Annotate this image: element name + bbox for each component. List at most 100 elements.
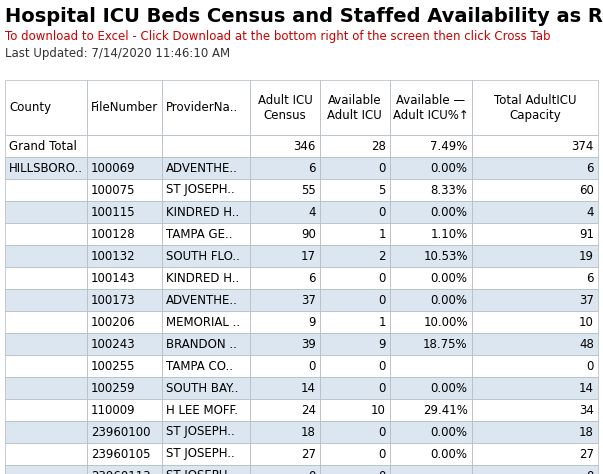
Bar	[5, 289, 87, 311]
Bar	[162, 135, 250, 157]
Bar	[390, 179, 472, 201]
Bar	[5, 267, 87, 289]
Text: 0.00%: 0.00%	[431, 382, 468, 394]
Text: 0.00%: 0.00%	[431, 162, 468, 174]
Text: 100069: 100069	[91, 162, 136, 174]
Bar	[472, 443, 598, 465]
Bar	[320, 201, 390, 223]
Text: ST JOSEPH..: ST JOSEPH..	[166, 470, 235, 474]
Bar	[5, 377, 87, 399]
Text: Total AdultICU
Capacity: Total AdultICU Capacity	[494, 93, 576, 121]
Bar	[162, 157, 250, 179]
Text: ProviderNa..: ProviderNa..	[166, 101, 238, 114]
Bar	[87, 223, 162, 245]
Bar	[87, 333, 162, 355]
Text: 7.49%: 7.49%	[431, 139, 468, 153]
Text: 0.00%: 0.00%	[431, 206, 468, 219]
Bar	[472, 80, 598, 135]
Bar	[5, 399, 87, 421]
Text: 100255: 100255	[91, 359, 135, 373]
Text: 0: 0	[309, 359, 316, 373]
Text: 6: 6	[587, 272, 594, 284]
Text: ST JOSEPH..: ST JOSEPH..	[166, 183, 235, 197]
Bar	[5, 223, 87, 245]
Bar	[472, 421, 598, 443]
Bar	[320, 355, 390, 377]
Bar	[320, 179, 390, 201]
Bar	[250, 223, 320, 245]
Bar	[162, 377, 250, 399]
Bar	[472, 267, 598, 289]
Bar	[390, 377, 472, 399]
Bar	[320, 245, 390, 267]
Bar	[390, 465, 472, 474]
Text: 0: 0	[379, 470, 386, 474]
Bar	[320, 267, 390, 289]
Bar	[87, 245, 162, 267]
Text: 14: 14	[301, 382, 316, 394]
Bar	[320, 80, 390, 135]
Text: Adult ICU
Census: Adult ICU Census	[257, 93, 312, 121]
Text: HILLSBORO..: HILLSBORO..	[9, 162, 83, 174]
Text: MEMORIAL ..: MEMORIAL ..	[166, 316, 240, 328]
Text: 9: 9	[378, 337, 386, 350]
Bar	[250, 399, 320, 421]
Text: ST JOSEPH..: ST JOSEPH..	[166, 447, 235, 461]
Bar	[250, 135, 320, 157]
Bar	[472, 289, 598, 311]
Text: 100206: 100206	[91, 316, 136, 328]
Bar	[87, 179, 162, 201]
Text: 6: 6	[308, 162, 316, 174]
Bar	[250, 355, 320, 377]
Text: Grand Total: Grand Total	[9, 139, 77, 153]
Bar	[87, 289, 162, 311]
Text: 0: 0	[379, 359, 386, 373]
Text: 18: 18	[579, 426, 594, 438]
Bar	[162, 421, 250, 443]
Text: 100243: 100243	[91, 337, 136, 350]
Bar	[472, 201, 598, 223]
Bar	[250, 333, 320, 355]
Bar	[162, 179, 250, 201]
Bar	[87, 135, 162, 157]
Text: 18.75%: 18.75%	[423, 337, 468, 350]
Text: 0.00%: 0.00%	[431, 272, 468, 284]
Text: 48: 48	[579, 337, 594, 350]
Bar	[5, 421, 87, 443]
Bar	[5, 443, 87, 465]
Text: TAMPA CO..: TAMPA CO..	[166, 359, 233, 373]
Bar	[87, 311, 162, 333]
Bar	[250, 267, 320, 289]
Text: 0: 0	[587, 470, 594, 474]
Text: Last Updated: 7/14/2020 11:46:10 AM: Last Updated: 7/14/2020 11:46:10 AM	[5, 47, 230, 60]
Bar	[87, 443, 162, 465]
Text: ADVENTHE..: ADVENTHE..	[166, 162, 238, 174]
Bar	[472, 333, 598, 355]
Text: 14: 14	[579, 382, 594, 394]
Bar	[162, 267, 250, 289]
Bar	[162, 443, 250, 465]
Bar	[390, 399, 472, 421]
Text: 23960113: 23960113	[91, 470, 151, 474]
Text: Available
Adult ICU: Available Adult ICU	[327, 93, 382, 121]
Text: 90: 90	[301, 228, 316, 240]
Bar	[390, 135, 472, 157]
Text: 9: 9	[308, 316, 316, 328]
Text: 0: 0	[379, 426, 386, 438]
Bar	[320, 465, 390, 474]
Bar	[390, 80, 472, 135]
Text: 18: 18	[301, 426, 316, 438]
Text: KINDRED H..: KINDRED H..	[166, 206, 239, 219]
Text: ADVENTHE..: ADVENTHE..	[166, 293, 238, 307]
Text: 17: 17	[301, 249, 316, 263]
Bar	[250, 245, 320, 267]
Text: 29.41%: 29.41%	[423, 403, 468, 417]
Bar	[250, 157, 320, 179]
Text: 8.33%: 8.33%	[431, 183, 468, 197]
Text: 10: 10	[579, 316, 594, 328]
Bar	[162, 245, 250, 267]
Text: 37: 37	[579, 293, 594, 307]
Text: 23960100: 23960100	[91, 426, 150, 438]
Bar	[472, 465, 598, 474]
Bar	[250, 80, 320, 135]
